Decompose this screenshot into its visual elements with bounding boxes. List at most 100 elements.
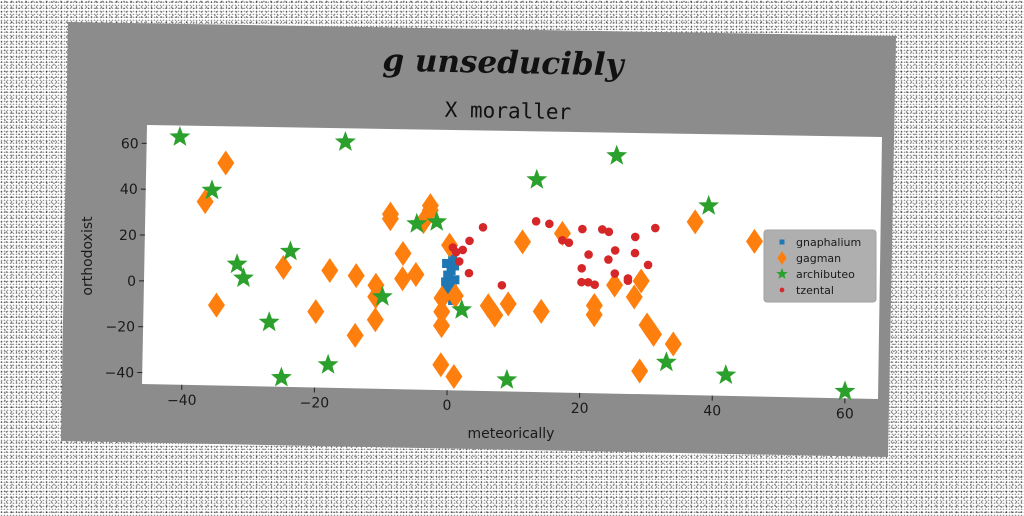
point-gagman: [499, 291, 517, 317]
point-tzental: [610, 269, 620, 278]
point-gagman: [745, 228, 763, 254]
point-archibuteo: [655, 351, 677, 372]
point-gnaphalium: [442, 259, 452, 269]
point-gagman: [432, 352, 450, 378]
y-tick-label: −40: [105, 366, 135, 382]
point-archibuteo: [406, 212, 428, 233]
point-archibuteo: [698, 194, 720, 215]
point-tzental: [531, 217, 541, 226]
point-archibuteo: [317, 353, 339, 374]
x-tick-label: −20: [300, 396, 330, 412]
point-gagman: [367, 272, 385, 298]
legend-box: [763, 229, 877, 303]
series-archibuteo: [169, 126, 856, 401]
point-tzental: [604, 255, 613, 264]
legend-label-gnaphalium: gnaphalium: [796, 236, 861, 249]
point-tzental: [584, 250, 593, 259]
point-tzental: [604, 227, 614, 237]
point-archibuteo: [526, 168, 548, 189]
legend-marker-gagman: [777, 251, 787, 265]
point-tzental: [577, 277, 586, 287]
point-gagman: [346, 322, 364, 348]
point-archibuteo: [834, 380, 856, 401]
point-gagman: [207, 292, 225, 318]
series-gagman: [196, 150, 763, 390]
point-gnaphalium: [450, 275, 460, 285]
point-gnaphalium: [441, 277, 451, 287]
x-axis-label: meteorically: [468, 426, 555, 442]
legend: gnaphalium gagman archibuteo tzental: [763, 229, 877, 303]
point-tzental: [497, 280, 507, 290]
series-tzental: [448, 217, 660, 290]
y-tick-label: 40: [120, 182, 138, 198]
point-tzental: [464, 268, 474, 278]
point-gnaphalium: [450, 261, 460, 271]
point-gagman: [645, 321, 663, 347]
x-tick-label: 40: [703, 404, 721, 420]
point-gagman: [631, 358, 649, 384]
point-gagman: [664, 331, 682, 357]
point-tzental: [458, 245, 468, 255]
point-archibuteo: [451, 298, 473, 319]
y-axis-label: orthodoxist: [80, 216, 96, 296]
point-gagman: [632, 268, 650, 294]
point-tzental: [623, 276, 633, 285]
point-gagman: [307, 299, 325, 325]
point-gagman: [445, 364, 463, 390]
point-tzental: [564, 238, 574, 247]
point-gagman: [446, 283, 464, 309]
point-gagman: [686, 209, 704, 235]
point-tzental: [578, 224, 587, 234]
point-gagman: [366, 307, 384, 333]
point-archibuteo: [201, 179, 223, 200]
point-gagman: [514, 229, 532, 255]
axis-ticks: −40 −20 0 20 40 60 −40 −20 0 20 40 60: [105, 136, 854, 422]
point-tzental: [465, 236, 474, 246]
point-tzental: [597, 225, 607, 234]
legend-label-tzental: tzental: [796, 284, 834, 297]
point-tzental: [558, 235, 567, 245]
point-gagman: [381, 201, 399, 227]
legend-label-archibuteo: archibuteo: [796, 268, 855, 281]
point-gagman: [606, 272, 624, 298]
y-tick-label: 0: [127, 274, 136, 290]
point-gnaphalium: [448, 254, 458, 264]
point-tzental: [545, 219, 554, 229]
x-tick-label: 20: [571, 401, 589, 417]
point-gagman: [407, 261, 425, 287]
point-archibuteo: [258, 311, 280, 332]
y-tick-label: 20: [119, 228, 137, 244]
chart-subtitle: X moraller: [445, 98, 572, 124]
point-gagman: [321, 258, 339, 284]
y-tick-label: 60: [121, 136, 139, 152]
point-tzental: [583, 277, 593, 287]
point-gagman: [421, 193, 439, 219]
point-gagman: [585, 302, 603, 328]
legend-marker-tzental: [779, 287, 785, 293]
x-tick-label: 60: [836, 406, 854, 422]
point-gagman: [433, 313, 451, 339]
point-gagman: [486, 302, 504, 328]
point-archibuteo: [371, 285, 393, 306]
point-archibuteo: [496, 368, 518, 389]
point-archibuteo: [169, 126, 191, 146]
point-tzental: [478, 222, 488, 232]
x-tick-label: −40: [167, 393, 197, 409]
point-archibuteo: [226, 253, 248, 274]
y-tick-label: −20: [106, 320, 136, 336]
point-gnaphalium: [446, 265, 456, 275]
data-marks: [169, 126, 856, 401]
legend-label-gagman: gagman: [796, 252, 841, 265]
point-tzental: [643, 260, 653, 270]
point-archibuteo: [426, 210, 448, 231]
point-tzental: [577, 263, 587, 273]
point-gnaphalium: [443, 286, 453, 296]
point-gagman: [433, 285, 451, 311]
point-gagman: [274, 254, 292, 280]
point-gagman: [433, 299, 451, 325]
point-gagman: [347, 263, 365, 289]
point-gagman: [217, 150, 235, 176]
point-archibuteo: [715, 364, 737, 384]
